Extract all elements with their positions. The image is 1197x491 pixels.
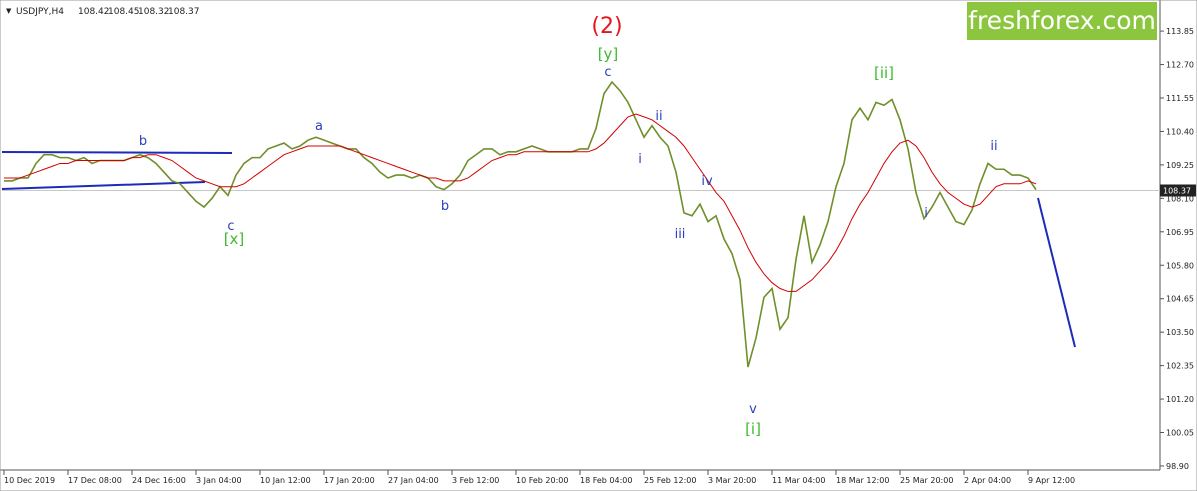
y-tick-label: 100.05 — [1166, 429, 1194, 438]
x-tick-label: 10 Jan 12:00 — [260, 476, 311, 485]
trendline — [1, 151, 233, 154]
y-tick-label: 109.25 — [1166, 161, 1194, 170]
wave-label: i — [924, 206, 928, 221]
wave-label: iv — [701, 174, 713, 189]
forecast-line — [1037, 197, 1076, 348]
logo: freshforex.com — [968, 6, 1156, 35]
ohlc-value: 108.37 — [168, 7, 200, 17]
x-tick-label: 25 Mar 20:00 — [900, 476, 953, 485]
x-tick-label: 17 Dec 08:00 — [68, 476, 122, 485]
wave-label: (2) — [591, 14, 622, 39]
wave-label: [x] — [224, 230, 245, 248]
y-tick-label: 98.90 — [1166, 462, 1189, 471]
wave-label: [y] — [598, 45, 619, 63]
x-tick-label: 11 Mar 04:00 — [772, 476, 825, 485]
y-tick-label: 111.55 — [1166, 94, 1194, 103]
x-tick-label: 18 Feb 04:00 — [580, 476, 632, 485]
x-tick-label: 9 Apr 12:00 — [1028, 476, 1075, 485]
y-tick-label: 106.95 — [1166, 228, 1194, 237]
y-tick-label: 105.80 — [1166, 261, 1194, 270]
y-tick-label: 101.20 — [1166, 395, 1194, 404]
wave-label: a — [315, 119, 323, 134]
y-tick-label: 102.35 — [1166, 362, 1194, 371]
x-tick-label: 27 Jan 04:00 — [388, 476, 439, 485]
x-tick-label: 3 Mar 20:00 — [708, 476, 756, 485]
header: ▼ USDJPY,H4 — [6, 7, 64, 17]
y-tick-label: 113.85 — [1166, 27, 1194, 36]
x-tick-label: 2 Apr 04:00 — [964, 476, 1011, 485]
wave-label: ii — [655, 109, 662, 124]
ohlc-value: 108.42 — [78, 7, 110, 17]
ohlc-value: 108.45 — [108, 7, 140, 17]
wave-label: [i] — [745, 420, 761, 438]
x-tick-label: 17 Jan 20:00 — [324, 476, 375, 485]
x-tick-label: 10 Dec 2019 — [4, 476, 55, 485]
x-tick-label: 3 Feb 12:00 — [452, 476, 499, 485]
y-tick-label: 103.50 — [1166, 328, 1194, 337]
wave-label: iii — [675, 227, 686, 242]
wave-label: ii — [990, 139, 997, 154]
trendline — [1, 181, 206, 190]
wave-label: c — [604, 65, 611, 80]
wave-label: i — [638, 152, 642, 167]
x-tick-label: 10 Feb 20:00 — [516, 476, 568, 485]
last-price-label: 108.37 — [1163, 186, 1191, 195]
y-tick-label: 108.10 — [1166, 194, 1194, 203]
x-tick-label: 25 Feb 12:00 — [644, 476, 696, 485]
y-tick-label: 110.40 — [1166, 127, 1194, 136]
last-price-box — [1160, 184, 1196, 197]
ohlc-value: 108.32 — [138, 7, 170, 17]
menu-arrow: ▼ — [6, 7, 12, 15]
moving-average — [4, 113, 1037, 292]
price-line — [4, 80, 1037, 368]
x-tick-label: 18 Mar 12:00 — [836, 476, 889, 485]
y-tick-label: 112.70 — [1166, 61, 1194, 70]
wave-label: b — [441, 199, 449, 214]
wave-label: v — [749, 402, 757, 417]
symbol: USDJPY,H4 — [16, 7, 64, 17]
x-tick-label: 24 Dec 16:00 — [132, 476, 186, 485]
x-tick-label: 3 Jan 04:00 — [196, 476, 242, 485]
wave-label: c — [227, 219, 234, 234]
logo-box — [967, 2, 1157, 40]
wave-label: [ii] — [874, 64, 894, 82]
y-tick-label: 104.65 — [1166, 295, 1194, 304]
wave-label: b — [139, 134, 147, 149]
